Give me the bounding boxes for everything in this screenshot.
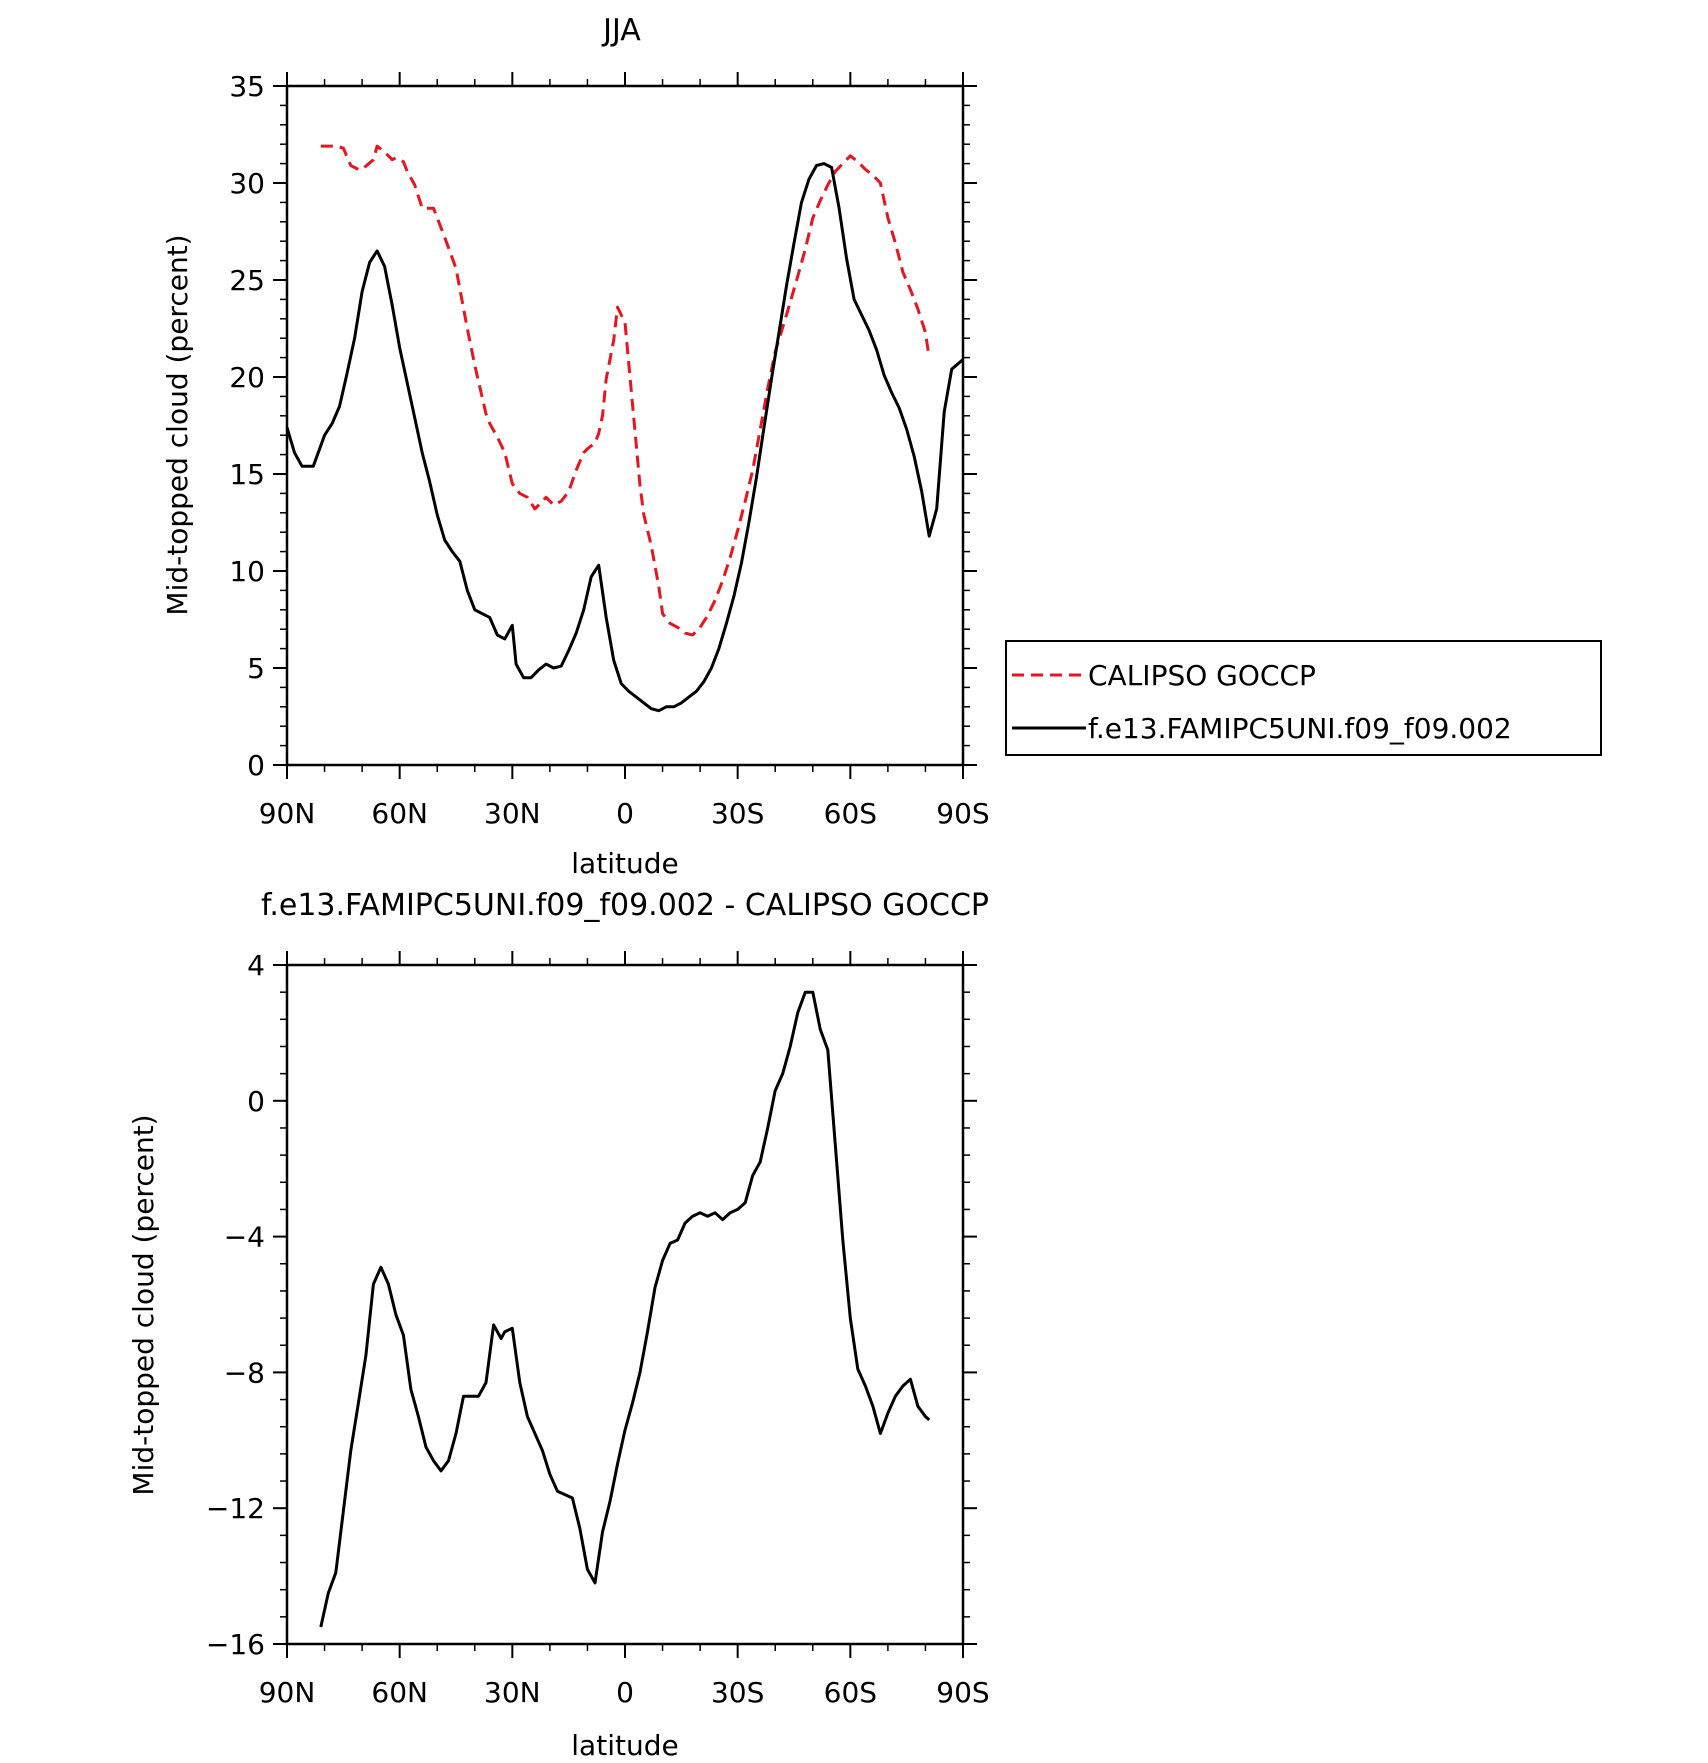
y-tick-label: 5 [247,652,265,685]
legend-label-calipso: CALIPSO GOCCP [1088,659,1316,692]
x-tick-label: 60N [371,797,428,830]
series-lines [319,990,931,1628]
series-line-0 [319,990,931,1628]
x-tick-labels: 90N 60N 30N 0 30S 60S 90S [259,797,990,830]
legend-label-model: f.e13.FAMIPC5UNI.f09_f09.002 [1088,712,1512,745]
y-tick-label: 0 [247,1085,265,1118]
x-tick-label: 0 [616,797,634,830]
series-line-1 [285,162,964,713]
x-tick-label: 60S [824,797,877,830]
y-tick-label: 35 [229,70,265,103]
x-tick-label: 30N [484,1676,541,1709]
y-tick-label: −16 [206,1628,265,1661]
chart-panel-difference: f.e13.FAMIPC5UNI.f09_f09.002 - CALIPSO G… [127,888,990,1762]
y-tick-label: 0 [247,749,265,782]
x-tick-labels: 90N 60N 30N 0 30S 60S 90S [259,1676,990,1709]
x-axis-label: latitude [571,847,678,880]
y-tick-label: 30 [229,167,265,200]
legend-box [1005,640,1602,756]
y-tick-label: 4 [247,949,265,982]
y-tick-labels: −16 −12 −8 −4 0 4 [206,949,265,1661]
x-tick-label: 60S [824,1676,877,1709]
chart-panel-jja: JJA 0 5 10 15 20 25 30 35 90N 60N 30N 0 30S 60S 90S l… [161,13,990,880]
y-axis-label: Mid-topped cloud (percent) [161,234,194,615]
plot-frame [285,963,965,1646]
x-tick-label: 30S [711,1676,764,1709]
chart-title: JJA [601,13,641,48]
plot-frame [285,84,965,767]
x-tick-label: 90N [259,1676,316,1709]
y-tick-label: 10 [229,555,265,588]
y-tick-label: 20 [229,361,265,394]
x-tick-label: 0 [616,1676,634,1709]
x-tick-label: 30N [484,797,541,830]
y-tick-label: 15 [229,458,265,491]
y-tick-label: 25 [229,264,265,297]
series-line-0 [320,144,931,637]
y-tick-labels: 0 5 10 15 20 25 30 35 [229,70,265,782]
x-tick-label: 90S [936,1676,989,1709]
chart-title: f.e13.FAMIPC5UNI.f09_f09.002 - CALIPSO G… [261,888,989,923]
x-tick-label: 60N [371,1676,428,1709]
x-tick-label: 90N [259,797,316,830]
x-axis-label: latitude [571,1729,678,1762]
x-tick-label: 30S [711,797,764,830]
y-tick-label: −8 [224,1356,265,1389]
series-lines [285,144,964,713]
x-tick-label: 90S [936,797,989,830]
y-tick-label: −4 [224,1221,265,1254]
y-tick-label: −12 [206,1492,265,1525]
legend: CALIPSO GOCCP f.e13.FAMIPC5UNI.f09_f09.0… [1005,640,1602,756]
y-axis-label: Mid-topped cloud (percent) [127,1114,160,1495]
